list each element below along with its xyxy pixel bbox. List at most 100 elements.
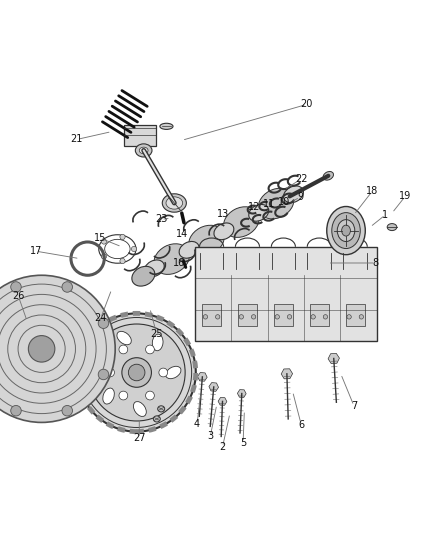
Text: 21: 21 [71, 134, 83, 144]
Bar [346, 304, 365, 326]
Circle shape [101, 254, 106, 259]
Circle shape [239, 314, 244, 319]
Text: 14: 14 [176, 229, 188, 239]
Polygon shape [198, 373, 207, 381]
Circle shape [0, 275, 115, 423]
Circle shape [215, 314, 220, 319]
Text: 7: 7 [351, 401, 357, 411]
Ellipse shape [153, 416, 160, 422]
Ellipse shape [117, 332, 131, 345]
Text: 24: 24 [95, 313, 107, 323]
Bar [238, 304, 257, 326]
Ellipse shape [327, 206, 365, 255]
Text: 16: 16 [173, 258, 185, 268]
Ellipse shape [154, 244, 189, 274]
Polygon shape [218, 398, 227, 405]
Circle shape [145, 391, 154, 400]
Text: 1: 1 [382, 210, 389, 220]
Circle shape [11, 406, 21, 416]
Ellipse shape [189, 225, 224, 256]
Text: 5: 5 [240, 438, 246, 448]
Ellipse shape [166, 197, 183, 209]
Ellipse shape [145, 260, 164, 277]
Circle shape [28, 336, 55, 362]
Polygon shape [237, 390, 246, 398]
Ellipse shape [162, 194, 187, 212]
Ellipse shape [152, 334, 163, 351]
Ellipse shape [283, 186, 304, 203]
Circle shape [98, 318, 109, 328]
Circle shape [98, 369, 109, 379]
Polygon shape [281, 369, 293, 379]
Ellipse shape [179, 241, 199, 258]
Ellipse shape [160, 123, 173, 130]
Circle shape [203, 314, 208, 319]
Circle shape [287, 314, 292, 319]
Text: 23: 23 [155, 214, 167, 224]
Circle shape [275, 314, 279, 319]
Text: 27: 27 [133, 433, 145, 443]
Text: 20: 20 [300, 100, 313, 109]
Circle shape [120, 235, 125, 239]
Ellipse shape [93, 358, 110, 369]
Bar [310, 304, 329, 326]
Circle shape [62, 406, 73, 416]
Circle shape [11, 282, 21, 292]
Text: 10: 10 [278, 197, 290, 207]
Circle shape [88, 324, 185, 421]
Circle shape [347, 314, 351, 319]
Ellipse shape [139, 147, 148, 154]
Circle shape [119, 391, 128, 400]
Ellipse shape [132, 266, 155, 286]
Polygon shape [328, 353, 339, 364]
Text: 4: 4 [194, 419, 200, 429]
Text: 26: 26 [12, 291, 25, 301]
Text: 8: 8 [373, 258, 379, 268]
Text: 6: 6 [298, 420, 304, 430]
Ellipse shape [258, 188, 294, 219]
Circle shape [101, 239, 106, 244]
Ellipse shape [223, 207, 259, 237]
Ellipse shape [337, 220, 355, 241]
Circle shape [311, 314, 315, 319]
Text: 13: 13 [217, 209, 230, 219]
Text: 9: 9 [297, 192, 303, 203]
Polygon shape [209, 383, 219, 391]
Ellipse shape [134, 401, 146, 416]
Ellipse shape [166, 366, 181, 378]
Circle shape [159, 368, 168, 377]
Text: 11: 11 [263, 199, 276, 209]
Ellipse shape [387, 223, 397, 231]
Text: 3: 3 [207, 431, 213, 441]
Circle shape [128, 364, 145, 381]
Ellipse shape [103, 388, 114, 404]
Text: 12: 12 [248, 203, 260, 212]
Circle shape [122, 358, 152, 387]
Ellipse shape [135, 144, 152, 157]
Circle shape [251, 314, 256, 319]
Text: 22: 22 [295, 174, 307, 184]
Text: 15: 15 [94, 233, 106, 243]
Circle shape [62, 282, 73, 292]
Circle shape [78, 313, 196, 432]
Text: 17: 17 [30, 246, 42, 256]
Text: 19: 19 [399, 191, 411, 201]
Bar [274, 304, 293, 326]
Ellipse shape [332, 213, 360, 248]
Text: 25: 25 [151, 329, 163, 340]
Ellipse shape [158, 406, 165, 412]
Bar [202, 304, 221, 326]
Ellipse shape [323, 172, 333, 180]
Circle shape [120, 259, 125, 264]
Bar [124, 125, 156, 146]
Circle shape [119, 345, 128, 354]
Text: 2: 2 [219, 442, 226, 452]
Text: 18: 18 [366, 186, 378, 196]
Circle shape [145, 345, 154, 354]
Circle shape [131, 246, 137, 252]
Ellipse shape [249, 205, 268, 221]
Bar [195, 247, 377, 341]
Ellipse shape [342, 225, 350, 236]
Circle shape [106, 368, 114, 377]
Circle shape [323, 314, 328, 319]
